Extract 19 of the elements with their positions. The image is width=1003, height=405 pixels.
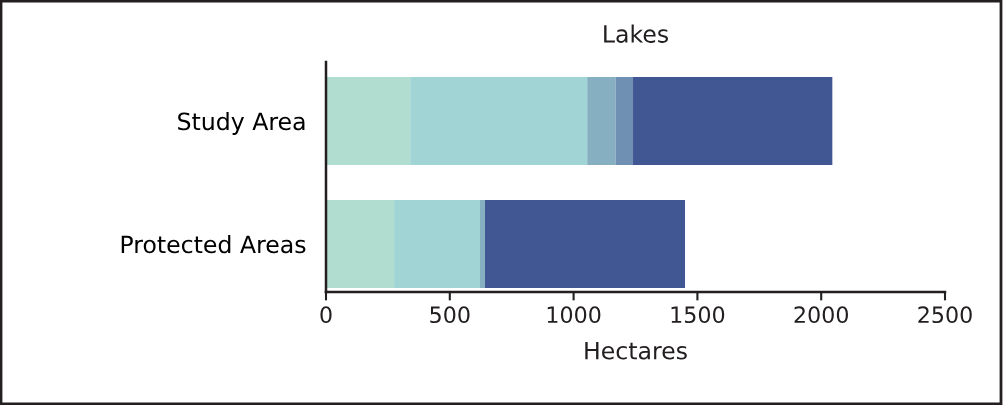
x-tick-label: 500	[430, 306, 470, 324]
x-tick-label: 2000	[794, 306, 848, 324]
bar	[326, 200, 395, 288]
chart-title: Lakes	[604, 24, 668, 43]
bar	[484, 200, 686, 288]
y-tick-label: Study Area	[178, 112, 305, 135]
bar	[615, 77, 634, 165]
y-tick-label: Protected Areas	[121, 235, 306, 254]
bar	[394, 200, 481, 288]
bar	[587, 77, 616, 165]
bar	[480, 200, 485, 288]
bar	[410, 77, 588, 165]
x-tick-label: 1500	[671, 306, 725, 324]
bar	[326, 77, 411, 165]
x-tick-label: 0	[320, 306, 332, 324]
bar	[633, 77, 833, 165]
x-tick-label: 1000	[547, 306, 601, 324]
x-axis-title: Hectares	[585, 342, 687, 360]
x-tick-label: 2500	[918, 306, 972, 324]
